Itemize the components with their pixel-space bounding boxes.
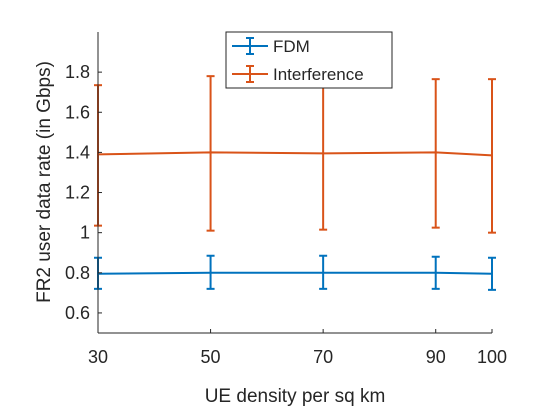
series-fdm bbox=[94, 254, 496, 291]
series-line-fdm bbox=[97, 271, 493, 275]
x-tick-label: 100 bbox=[477, 347, 507, 367]
y-axis-label: FR2 user data rate (in Gbps) bbox=[34, 61, 55, 303]
error-bar-fdm bbox=[206, 254, 215, 290]
y-tick-label: 1 bbox=[80, 223, 90, 243]
axes-layer bbox=[97, 32, 492, 334]
error-bar-fdm bbox=[488, 256, 496, 291]
y-tick-label: 1.6 bbox=[65, 102, 90, 122]
legend-label-fdm: FDM bbox=[273, 37, 310, 56]
legend-symbol-interference bbox=[232, 65, 268, 83]
y-tick-label: 1.8 bbox=[65, 62, 90, 82]
legend-entry-interference: Interference bbox=[232, 65, 364, 84]
legend-label-interference: Interference bbox=[273, 65, 364, 84]
x-tick-label: 30 bbox=[88, 347, 108, 367]
error-bar-interference bbox=[431, 78, 440, 229]
legend-box bbox=[225, 31, 393, 89]
y-tick-label: 1.2 bbox=[65, 183, 90, 203]
error-bar-fdm bbox=[319, 254, 328, 290]
x-tick-label: 70 bbox=[313, 347, 333, 367]
ticks-layer: 30 50 70 90 100 0.6 0.8 1 1.2 1.4 1.6 1.8 bbox=[65, 62, 507, 367]
x-tick-label: 50 bbox=[201, 347, 221, 367]
error-bar-fdm bbox=[431, 255, 440, 290]
x-tick-label: 90 bbox=[426, 347, 446, 367]
y-tick-label: 0.6 bbox=[65, 303, 90, 323]
legend: FDM Interference bbox=[225, 31, 393, 89]
y-tick-label: 1.4 bbox=[65, 142, 90, 162]
error-bar-interference bbox=[488, 78, 496, 234]
legend-entry-fdm: FDM bbox=[232, 37, 310, 56]
error-bar-interference bbox=[206, 75, 215, 232]
legend-entries: FDM Interference bbox=[232, 37, 364, 84]
y-tick-label: 0.8 bbox=[65, 263, 90, 283]
x-axis-label: UE density per sq km bbox=[205, 386, 386, 407]
legend-symbol-fdm bbox=[232, 37, 268, 55]
